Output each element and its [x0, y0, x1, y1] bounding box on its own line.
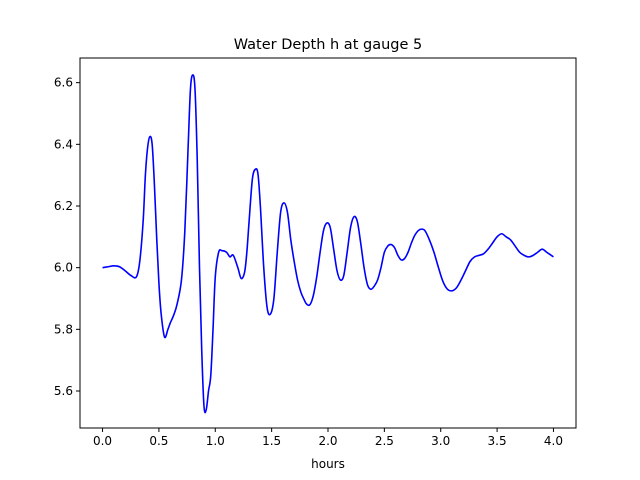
x-tick-label: 4.0 — [544, 434, 563, 448]
y-tick-label: 6.4 — [54, 137, 73, 151]
x-axis: 0.0 0.5 1.0 1.5 2.0 2.5 3.0 3.5 4.0 — [93, 428, 563, 448]
y-tick-label: 6.2 — [54, 199, 73, 213]
x-tick-label: 3.5 — [488, 434, 507, 448]
x-tick-label: 0.0 — [93, 434, 112, 448]
y-tick-label: 5.6 — [54, 384, 73, 398]
x-tick-label: 0.5 — [149, 434, 168, 448]
plot-area — [102, 74, 554, 414]
series-line — [102, 74, 554, 414]
y-tick-label: 6.0 — [54, 261, 73, 275]
x-tick-label: 2.0 — [318, 434, 337, 448]
y-axis: 5.6 5.8 6.0 6.2 6.4 6.6 — [54, 76, 80, 398]
y-tick-label: 6.6 — [54, 76, 73, 90]
y-tick-label: 5.8 — [54, 322, 73, 336]
x-axis-label: hours — [311, 457, 345, 471]
x-tick-label: 3.0 — [431, 434, 450, 448]
x-tick-label: 1.0 — [206, 434, 225, 448]
x-tick-label: 2.5 — [375, 434, 394, 448]
x-tick-label: 1.5 — [262, 434, 281, 448]
chart-title: Water Depth h at gauge 5 — [234, 37, 422, 53]
